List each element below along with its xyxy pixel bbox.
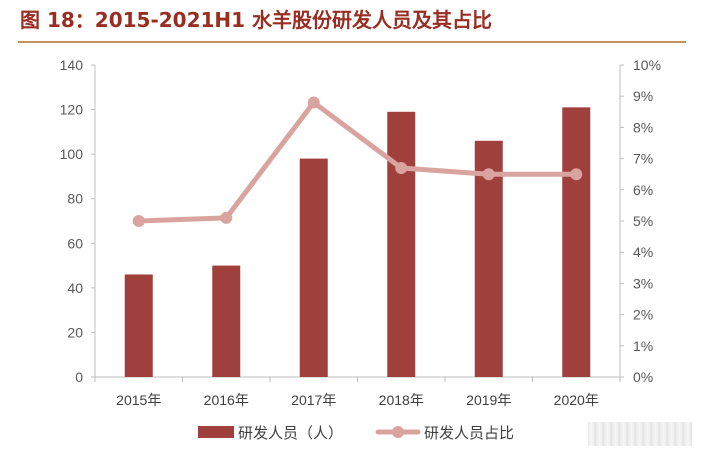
- ratio-point-6: [570, 168, 583, 181]
- x-tick-label: 2020年: [554, 392, 599, 408]
- y-right-tick-label: 9%: [633, 88, 653, 104]
- y-right-tick-label: 2%: [633, 307, 653, 323]
- figure-title: 图 18：2015-2021H1 水羊股份研发人员及其占比: [20, 8, 493, 32]
- y-right-tick-label: 7%: [633, 151, 653, 167]
- x-tick-label: 2016年: [204, 392, 249, 408]
- y-right-tick-label: 6%: [633, 182, 653, 198]
- ratio-point-3: [307, 96, 320, 109]
- legend-bar-swatch: [198, 426, 234, 438]
- y-right-tick-label: 10%: [633, 57, 661, 73]
- ratio-line: [136, 99, 579, 224]
- y-left-tick-label: 0: [75, 369, 83, 385]
- x-tick-label: 2015年: [116, 392, 161, 408]
- y-left-tick-label: 120: [60, 102, 84, 118]
- x-tick-label: 2017年: [291, 392, 336, 408]
- x-tick-label: 2018年: [379, 392, 424, 408]
- y-left-tick-label: 40: [67, 280, 83, 296]
- bar-6: [562, 107, 591, 377]
- y-left-tick-label: 20: [67, 324, 83, 340]
- y-right-tick-label: 5%: [633, 213, 653, 229]
- y-left-tick-label: 60: [67, 235, 83, 251]
- y-right-tick-label: 8%: [633, 119, 653, 135]
- ratio-point-4: [395, 161, 408, 174]
- y-left-tick-label: 80: [67, 191, 83, 207]
- title-divider: [18, 41, 686, 43]
- ratio-point-1: [132, 215, 145, 227]
- y-left-tick-label: 140: [60, 57, 84, 73]
- bar-4: [387, 111, 416, 378]
- legend-bar-label: 研发人员（人）: [238, 425, 343, 442]
- bar-3: [299, 158, 328, 377]
- ratio-point-5: [482, 168, 495, 181]
- legend-line-label: 研发人员占比: [424, 425, 514, 442]
- y-right-tick-label: 1%: [633, 338, 653, 354]
- y-right-tick-label: 0%: [633, 369, 653, 385]
- bar-2: [212, 265, 241, 377]
- y-right-tick-label: 3%: [633, 275, 653, 291]
- ratio-point-2: [220, 211, 233, 224]
- legend-line-marker: [392, 426, 404, 438]
- y-left-tick-label: 100: [60, 146, 84, 162]
- bar-1: [124, 274, 153, 377]
- y-right-tick-label: 4%: [633, 244, 653, 260]
- watermark-blur: [588, 422, 692, 446]
- x-tick-label: 2019年: [466, 392, 511, 408]
